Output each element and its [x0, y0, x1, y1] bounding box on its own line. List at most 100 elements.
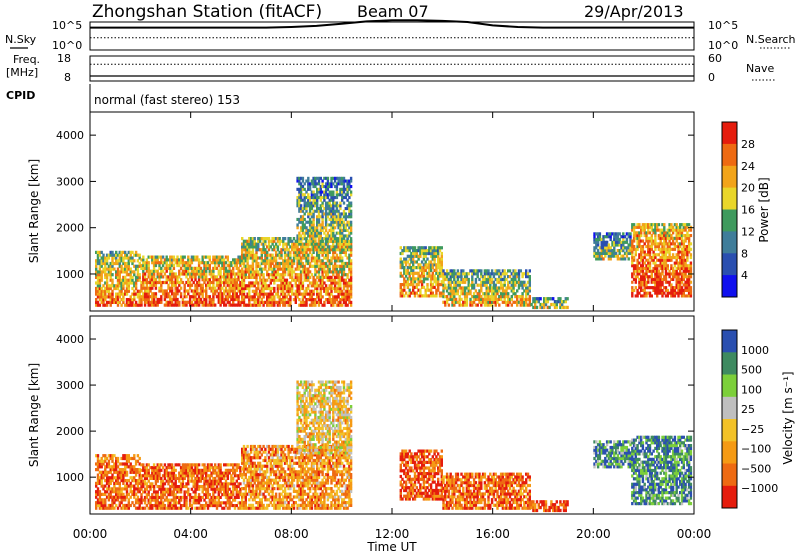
power-echo-cell — [505, 277, 508, 282]
nsky-tick-bottom: 10^0 — [52, 39, 82, 52]
power-echo-cell — [687, 239, 691, 243]
power-echo-cell — [458, 303, 461, 307]
power-echo-cell — [296, 295, 299, 299]
power-echo-cell — [323, 250, 326, 254]
power-echo-cell — [160, 300, 163, 304]
power-echo-cell — [442, 286, 445, 290]
power-echo-cell — [251, 250, 255, 254]
power-echo-cell — [124, 278, 127, 282]
power-echo-cell — [299, 264, 303, 268]
power-echo-cell — [248, 303, 251, 307]
power-echo-cell — [326, 273, 330, 277]
power-echo-cell — [679, 283, 682, 287]
power-echo-cell — [326, 298, 330, 302]
power-echo-cell — [301, 215, 305, 219]
power-echo-cell — [239, 263, 242, 268]
power-echo-cell — [514, 269, 517, 273]
velocity-echo-cell — [105, 490, 109, 494]
power-echo-cell — [163, 289, 167, 293]
power-echo-cell — [125, 281, 129, 285]
power-echo-cell — [324, 286, 328, 291]
power-echo-cell — [176, 303, 179, 307]
power-echo-cell — [668, 223, 671, 227]
power-echo-cell — [165, 295, 168, 299]
power-echo-cell — [301, 179, 305, 183]
power-echo-cell — [332, 303, 335, 307]
velocity-echo-cell — [145, 487, 149, 491]
power-echo-cell — [235, 295, 238, 299]
power-echo-cell — [136, 267, 140, 271]
velocity-echo-cell — [113, 487, 116, 491]
power-echo-cell — [650, 256, 653, 260]
power-echo-cell — [310, 223, 314, 227]
power-echo-cell — [280, 239, 283, 243]
power-echo-cell — [474, 295, 478, 299]
power-echo-cell — [230, 295, 233, 299]
power-echo-cell — [671, 228, 675, 232]
power-echo-cell — [636, 231, 639, 235]
power-echo-cell — [253, 259, 256, 263]
power-echo-cell — [328, 250, 331, 254]
power-echo-cell — [521, 280, 524, 284]
power-echo-cell — [262, 275, 265, 279]
power-echo-cell — [335, 259, 339, 263]
power-echo-cell — [124, 264, 127, 268]
power-echo-cell — [262, 278, 265, 282]
power-echo-cell — [424, 294, 427, 298]
power-echo-cell — [399, 291, 402, 295]
power-echo-cell — [156, 261, 159, 265]
power-echo-cell — [638, 253, 641, 257]
velocity-echo-cell — [95, 495, 98, 499]
power-echo-cell — [349, 264, 353, 268]
power-echo-cell — [316, 286, 319, 291]
power-echo-cell — [664, 280, 668, 284]
velocity-echo-cell — [98, 481, 102, 485]
power-echo-cell — [680, 231, 684, 235]
power-echo-cell — [492, 283, 496, 287]
power-echo-cell — [185, 303, 188, 307]
power-echo-cell — [201, 272, 204, 276]
power-echo-cell — [127, 298, 130, 302]
power-colorbar-blocks — [722, 122, 737, 298]
power-echo-cell — [648, 225, 652, 229]
power-echo-cell — [283, 303, 287, 307]
power-echo-cell — [433, 246, 436, 250]
power-echo-cell — [437, 260, 440, 264]
power-echo-cell — [424, 291, 427, 295]
velocity-echo-cell — [118, 503, 121, 508]
power-echo-cell — [310, 220, 314, 224]
power-echo-cell — [682, 228, 685, 232]
power-echo-cell — [341, 212, 344, 216]
power-echo-cell — [641, 225, 645, 229]
power-echo-cell — [555, 302, 558, 307]
power-echo-cell — [223, 297, 226, 302]
power-echo-cell — [684, 239, 687, 243]
power-echo-cell — [492, 292, 496, 296]
power-echo-cell — [519, 269, 522, 273]
power-echo-cell — [100, 286, 103, 291]
velocity-echo-cell — [138, 490, 141, 494]
velocity-echo-cell — [127, 465, 130, 469]
power-echo-cell — [303, 231, 306, 235]
power-echo-cell — [244, 275, 247, 279]
power-echo-cell — [258, 239, 262, 243]
power-echo-cell — [613, 237, 616, 242]
power-echo-cell — [348, 261, 351, 266]
power-echo-cell — [348, 187, 351, 191]
power-echo-cell — [664, 272, 668, 276]
power-echo-cell — [316, 190, 319, 194]
power-echo-cell — [299, 270, 303, 274]
power-echo-cell — [684, 266, 687, 270]
power-echo-cell — [449, 286, 452, 290]
power-echo-cell — [212, 286, 215, 290]
power-echo-cell — [266, 284, 269, 288]
power-echo-cell — [675, 239, 678, 243]
power-echo-cell — [413, 285, 417, 289]
power-echo-cell — [203, 255, 206, 259]
velocity-echo-cell — [140, 495, 143, 499]
power-echo-cell — [133, 284, 136, 288]
power-echo-cell — [348, 239, 351, 243]
power-echo-cell — [636, 223, 639, 227]
power-echo-cell — [308, 261, 312, 266]
power-echo-cell — [136, 253, 140, 257]
